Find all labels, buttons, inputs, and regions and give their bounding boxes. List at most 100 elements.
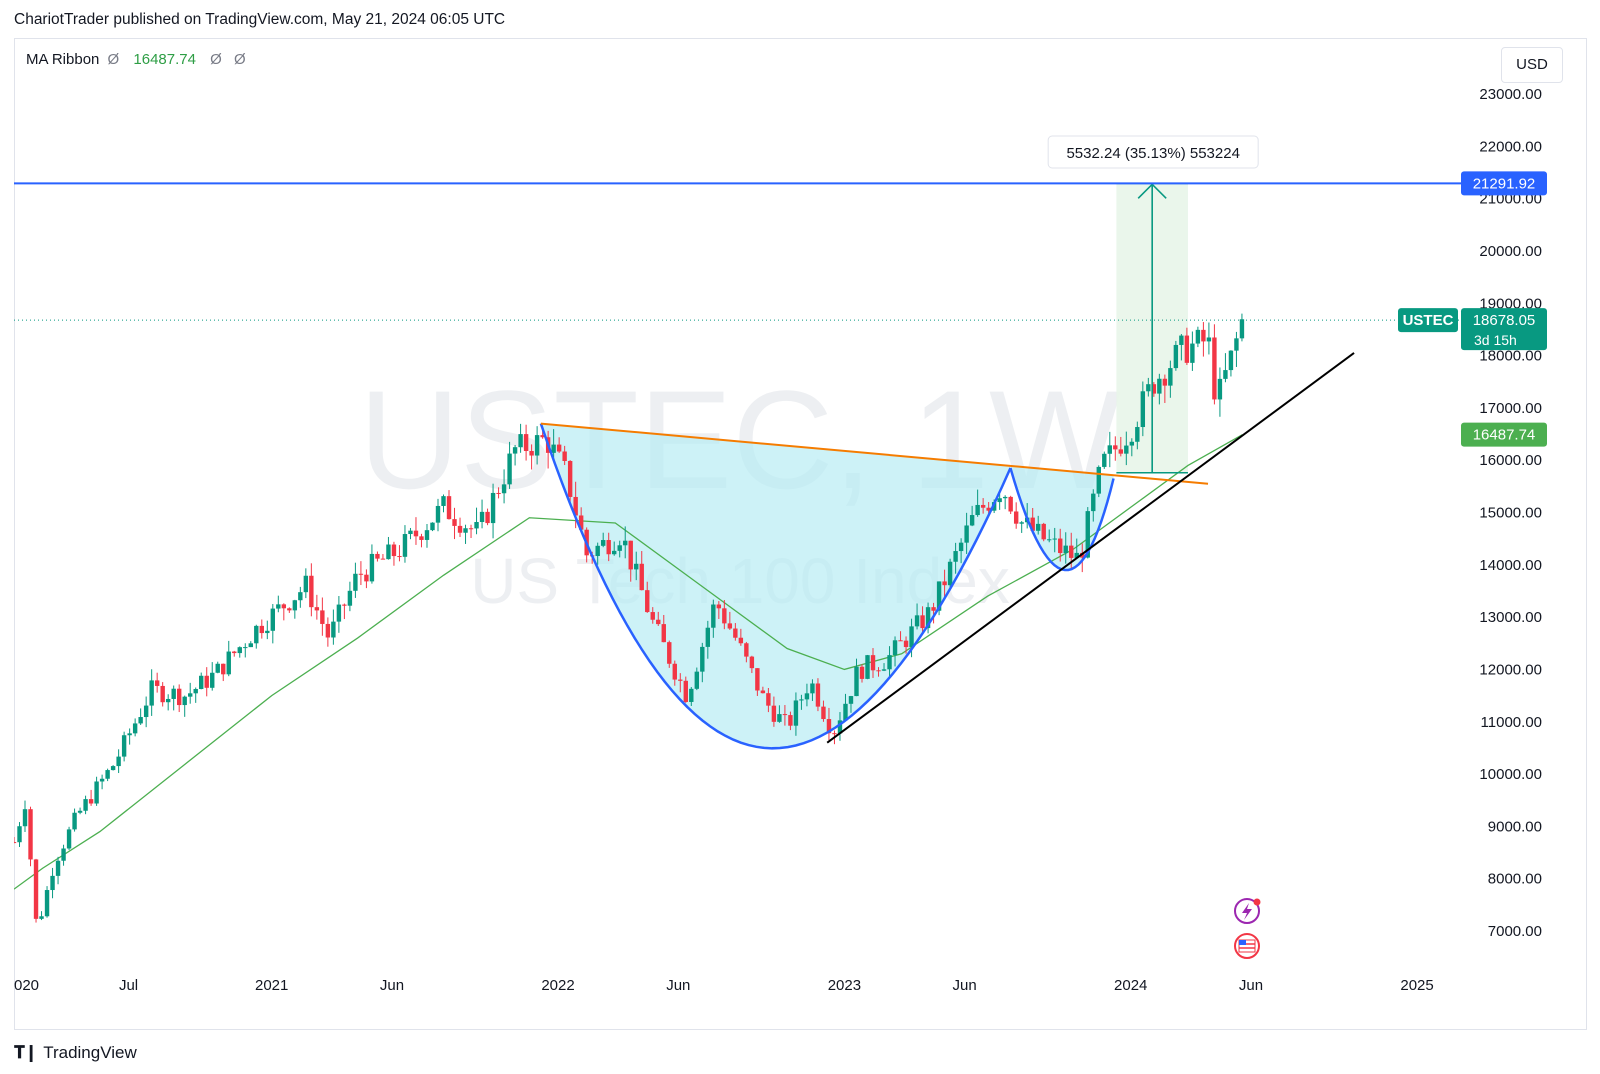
candle-body bbox=[529, 450, 534, 456]
candle bbox=[837, 712, 843, 741]
publisher-line: ChariotTrader published on TradingView.c… bbox=[14, 11, 506, 28]
us-flag-event-icon[interactable] bbox=[1234, 933, 1260, 959]
candle bbox=[567, 460, 573, 503]
candle bbox=[287, 607, 292, 613]
candle bbox=[843, 693, 848, 722]
chart-frame bbox=[14, 38, 1587, 1030]
candle-body bbox=[595, 545, 600, 557]
candle-body bbox=[1113, 445, 1118, 450]
candle bbox=[298, 586, 303, 608]
candle-body bbox=[512, 447, 518, 454]
candle bbox=[920, 606, 925, 633]
indicator-legend[interactable]: MA Ribbon Ø 16487.74 Ø Ø bbox=[26, 51, 250, 68]
time-tick-label: Jun bbox=[380, 977, 404, 994]
indicator-param-icon: Ø bbox=[107, 51, 120, 68]
candle-body bbox=[810, 683, 815, 694]
candle bbox=[1239, 313, 1245, 342]
candle-body bbox=[507, 453, 512, 485]
symbol-badge bbox=[1398, 308, 1458, 333]
candle bbox=[110, 765, 116, 771]
candle-body bbox=[1168, 368, 1173, 386]
candle bbox=[386, 536, 391, 560]
currency-button[interactable]: USD bbox=[1501, 47, 1563, 83]
candle-body bbox=[777, 714, 782, 722]
candle-body bbox=[397, 556, 402, 558]
candle-body bbox=[600, 540, 606, 546]
indicator-value: 16487.74 bbox=[133, 51, 196, 68]
cup-fill bbox=[540, 423, 1114, 749]
candle bbox=[105, 768, 110, 782]
candle bbox=[501, 469, 507, 504]
candle bbox=[617, 540, 622, 558]
price-tick-label: 23000.00 bbox=[1479, 86, 1542, 103]
price-tick-label: 9000.00 bbox=[1488, 818, 1542, 835]
candle-body bbox=[55, 860, 61, 876]
candle bbox=[799, 694, 804, 710]
candle bbox=[1162, 374, 1168, 403]
candle bbox=[887, 646, 892, 679]
candle bbox=[600, 532, 606, 548]
candle-body bbox=[942, 581, 947, 586]
candle bbox=[507, 441, 512, 489]
candle-body bbox=[1008, 496, 1013, 512]
candle-body bbox=[243, 647, 248, 649]
candle bbox=[424, 523, 430, 548]
lightning-event-icon[interactable] bbox=[1234, 898, 1261, 924]
candle-body bbox=[1118, 449, 1124, 454]
candle-body bbox=[199, 675, 204, 690]
candle-body bbox=[452, 519, 457, 526]
candle-body bbox=[138, 717, 143, 724]
candle bbox=[165, 694, 171, 711]
time-tick-label: Jun bbox=[1239, 977, 1263, 994]
candle-body bbox=[1063, 545, 1068, 554]
candle bbox=[259, 619, 264, 639]
projection-label-text: 5532.24 (35.13%) 553224 bbox=[1066, 145, 1239, 162]
candle-body bbox=[821, 706, 826, 720]
candle bbox=[303, 568, 309, 599]
candle-body bbox=[694, 671, 700, 689]
candle bbox=[408, 527, 413, 540]
candle-body bbox=[766, 693, 771, 706]
candle bbox=[766, 687, 771, 713]
candle bbox=[138, 708, 143, 725]
candle bbox=[171, 685, 176, 711]
candle bbox=[226, 640, 231, 677]
candle-body bbox=[237, 647, 242, 654]
candle-body bbox=[672, 663, 677, 680]
candle bbox=[353, 562, 358, 598]
candle bbox=[865, 654, 870, 680]
candle bbox=[254, 624, 259, 649]
resistance-price-text: 21291.92 bbox=[1473, 175, 1536, 192]
candle-body bbox=[540, 435, 545, 438]
candle-body bbox=[1074, 552, 1079, 558]
candle bbox=[210, 662, 215, 691]
candle-body bbox=[881, 669, 887, 671]
candle-body bbox=[88, 799, 94, 804]
candle bbox=[17, 822, 22, 847]
candle bbox=[452, 507, 457, 540]
candle bbox=[358, 561, 364, 586]
candle-body bbox=[650, 612, 655, 620]
candle-body bbox=[143, 705, 149, 718]
candle-body bbox=[408, 530, 413, 535]
candle-body bbox=[342, 604, 347, 606]
candle bbox=[1195, 326, 1201, 348]
candle bbox=[182, 695, 187, 717]
candle-body bbox=[1135, 427, 1140, 442]
candle-body bbox=[848, 696, 854, 704]
candle bbox=[953, 542, 958, 574]
candle bbox=[375, 551, 380, 562]
candle-body bbox=[617, 545, 622, 551]
candle bbox=[215, 661, 220, 674]
candle bbox=[1179, 334, 1184, 361]
candle-body bbox=[1036, 523, 1041, 531]
candle-body bbox=[221, 663, 226, 675]
candle bbox=[942, 569, 947, 600]
candle-body bbox=[127, 733, 132, 736]
candle bbox=[380, 554, 386, 560]
price-tick-label: 19000.00 bbox=[1479, 295, 1542, 312]
candle bbox=[876, 667, 881, 677]
candle bbox=[336, 596, 342, 633]
candle-body bbox=[788, 715, 793, 726]
